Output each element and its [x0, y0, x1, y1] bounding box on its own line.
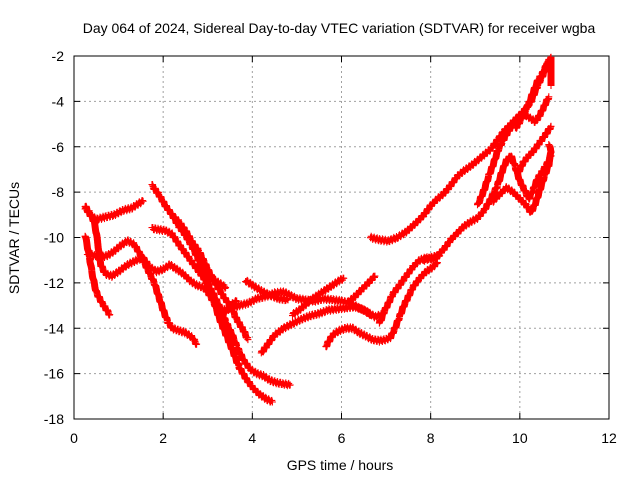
- y-tick-label: -16: [44, 366, 64, 382]
- data-markers: [81, 53, 555, 406]
- series-markers: [514, 122, 555, 177]
- chart-title: Day 064 of 2024, Sidereal Day-to-day VTE…: [83, 20, 596, 36]
- series-arc13: [289, 274, 348, 320]
- series-markers: [168, 210, 252, 344]
- axis-ticks: [73, 55, 610, 420]
- y-tick-label: -4: [52, 93, 65, 109]
- y-tick-label: -14: [44, 320, 64, 336]
- series-markers: [242, 276, 292, 305]
- x-axis-label: GPS time / hours: [287, 457, 394, 473]
- series-markers: [257, 302, 374, 357]
- series-arc2: [81, 204, 147, 281]
- series-markers: [322, 258, 441, 351]
- y-tick-label: -6: [52, 139, 65, 155]
- series-markers: [148, 224, 294, 390]
- series-markers: [81, 204, 147, 281]
- series-markers: [344, 272, 379, 306]
- series-arc16: [344, 272, 379, 306]
- series-arc20: [489, 141, 555, 216]
- series-arc19: [474, 93, 553, 209]
- series-arc17: [367, 55, 553, 246]
- y-tick-label: -18: [44, 411, 64, 427]
- x-tick-label: 0: [70, 430, 78, 446]
- series-arc7: [148, 224, 294, 390]
- y-axis-label: SDTVAR / TECUs: [6, 182, 22, 294]
- series-markers: [511, 53, 555, 132]
- series-markers: [367, 55, 553, 246]
- tick-labels: 0 2 4 6 8 10 12 -18 -16 -14 -12 -10 -8 -6 -4 -2: [44, 48, 617, 446]
- series-arc9: [195, 264, 230, 292]
- series-arc14: [322, 258, 441, 351]
- series-arc22: [511, 53, 555, 132]
- x-tick-label: 6: [338, 430, 346, 446]
- series-markers: [289, 274, 348, 320]
- x-tick-label: 12: [601, 430, 617, 446]
- series-markers: [474, 93, 553, 209]
- y-tick-label: -10: [44, 230, 64, 246]
- series-markers: [195, 264, 230, 292]
- y-tick-label: -2: [52, 48, 65, 64]
- series-arc11: [242, 276, 292, 305]
- series-markers: [489, 141, 555, 216]
- series-arc12: [257, 302, 374, 357]
- x-tick-label: 8: [427, 430, 435, 446]
- series-arc21: [514, 122, 555, 177]
- y-tick-label: -12: [44, 275, 64, 291]
- y-tick-label: -8: [52, 184, 65, 200]
- x-tick-label: 2: [159, 430, 167, 446]
- grid: [74, 56, 609, 419]
- x-tick-label: 10: [512, 430, 528, 446]
- x-tick-label: 4: [248, 430, 256, 446]
- series-arc8: [168, 210, 252, 344]
